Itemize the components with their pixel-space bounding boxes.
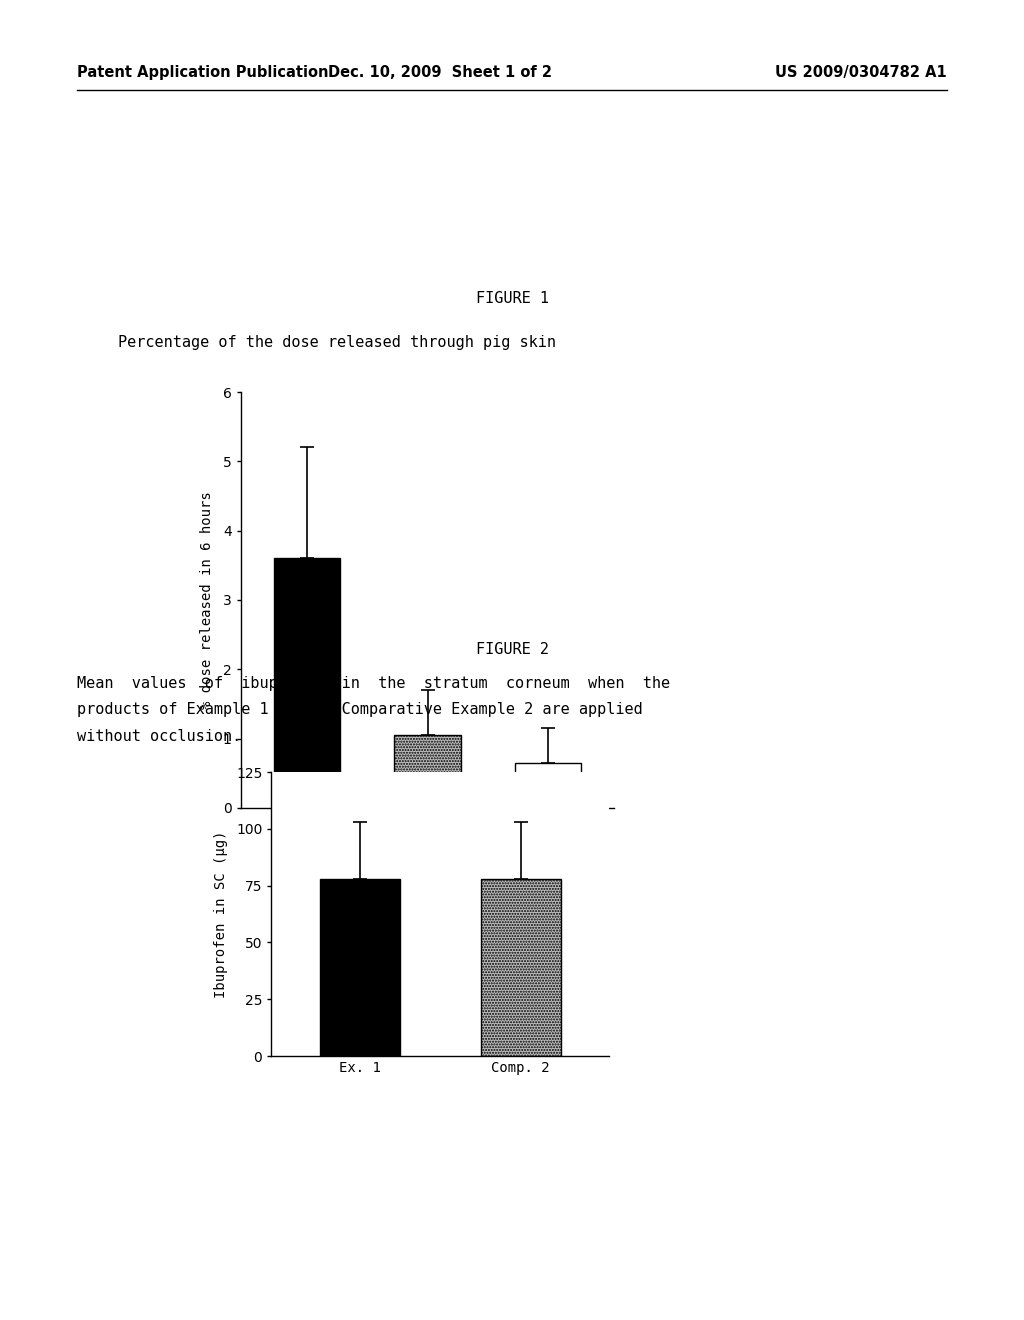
Text: Mean  values  of  ibuprofen  in  the  stratum  corneum  when  the: Mean values of ibuprofen in the stratum … — [77, 676, 670, 690]
Text: products of Example 1 and of Comparative Example 2 are applied: products of Example 1 and of Comparative… — [77, 702, 642, 717]
Text: FIGURE 1: FIGURE 1 — [475, 292, 549, 306]
Bar — [319, 879, 400, 1056]
Text: Dec. 10, 2009  Sheet 1 of 2: Dec. 10, 2009 Sheet 1 of 2 — [329, 65, 552, 81]
Y-axis label: % dose released in 6 hours: % dose released in 6 hours — [201, 491, 214, 709]
Text: US 2009/0304782 A1: US 2009/0304782 A1 — [775, 65, 947, 81]
Bar — [515, 763, 582, 808]
Text: Patent Application Publication: Patent Application Publication — [77, 65, 329, 81]
Text: FIGURE 2: FIGURE 2 — [475, 643, 549, 657]
Text: Percentage of the dose released through pig skin: Percentage of the dose released through … — [118, 335, 556, 350]
Bar — [480, 879, 561, 1056]
Text: without occlusion.: without occlusion. — [77, 729, 241, 743]
Y-axis label: Ibuprofen in SC (μg): Ibuprofen in SC (μg) — [214, 830, 227, 998]
Bar — [273, 558, 340, 808]
Bar — [394, 735, 461, 808]
